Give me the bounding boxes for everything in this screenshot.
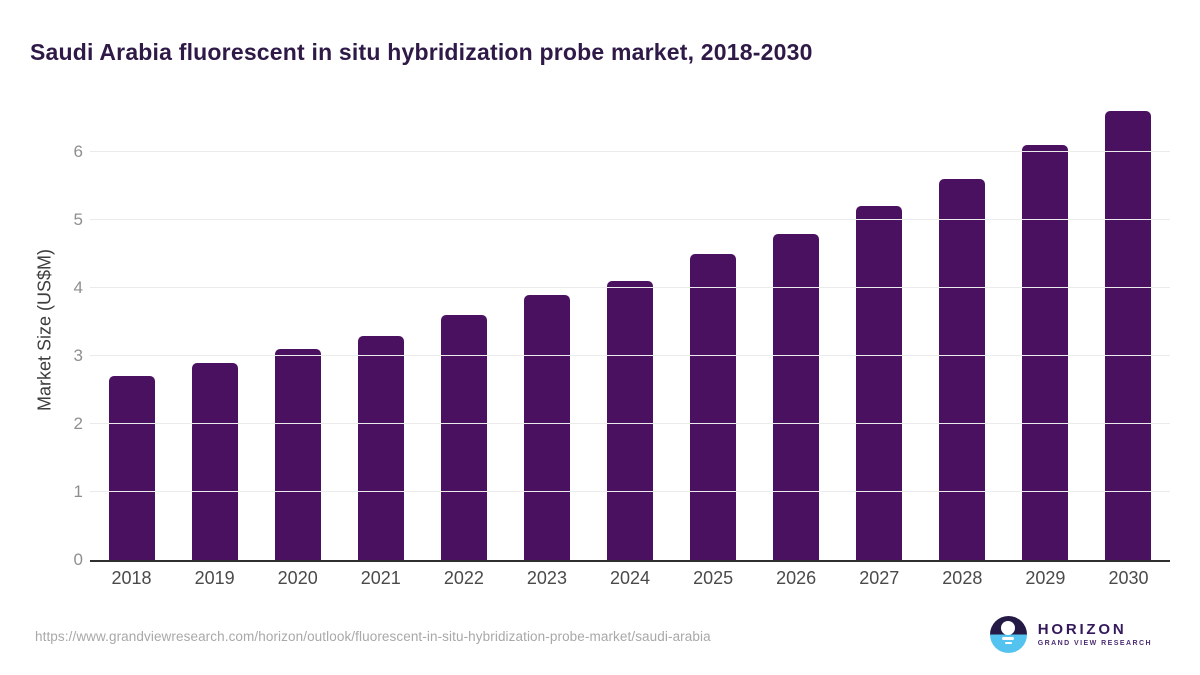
y-tick-label: 4 [73,278,83,297]
bar-2021 [357,335,404,560]
gridline [90,219,1170,220]
x-tick-label-2021: 2021 [360,568,401,588]
sun-circle-icon [1001,621,1016,635]
source-url: https://www.grandviewresearch.com/horizo… [35,629,711,644]
x-tick-label-2025: 2025 [693,568,734,588]
x-tick-label-2026: 2026 [776,568,817,588]
y-tick-label: 6 [73,142,83,161]
x-tick-label-2020: 2020 [277,568,318,588]
bar-slot-2020 [256,104,339,560]
bar-slot-2021 [339,104,422,560]
x-tick-label-2024: 2024 [609,568,651,588]
bar-2018 [108,376,155,560]
bar-slot-2030 [1087,104,1170,560]
bar-slot-2025 [672,104,755,560]
x-tick-label-2030: 2030 [1108,568,1149,588]
bar-slot-2018 [90,104,173,560]
bar-slot-2029 [1004,104,1087,560]
gridline [90,355,1170,356]
bar-slot-2027 [838,104,921,560]
reflection-line-icon [1004,641,1012,644]
bar-2030 [1105,111,1152,560]
x-tick-label-2022: 2022 [443,568,484,588]
bar-2023 [523,294,570,560]
y-tick-label: 3 [73,346,83,365]
bar-2024 [607,281,653,560]
bar-slot-2019 [173,104,256,560]
bar-slot-2026 [755,104,838,560]
bar-2026 [773,233,820,560]
bar-2029 [1022,145,1069,560]
horizon-logo-text: HORIZON GRAND VIEW RESEARCH [1037,620,1152,648]
y-tick-label: 2 [73,414,83,433]
logo-name: HORIZON [1037,620,1127,638]
y-axis-ticks: 0 1 2 3 4 5 6 [0,104,83,569]
gridline [90,491,1170,492]
bar-2020 [274,349,321,560]
page-title: Saudi Arabia fluorescent in situ hybridi… [30,39,813,66]
reflection-line-icon [1002,637,1015,640]
bar-slot-2022 [422,104,505,560]
bar-2025 [690,254,737,560]
bar-2027 [856,206,903,560]
x-tick-label-2023: 2023 [526,568,567,588]
x-tick-label-2018: 2018 [111,568,152,588]
bar-2022 [440,315,487,560]
logo-tagline: GRAND VIEW RESEARCH [1037,640,1152,648]
x-tick-label-2027: 2027 [859,568,900,588]
horizon-logo-icon [989,616,1027,653]
bar-slot-2028 [921,104,1004,560]
bar-slot-2023 [505,104,588,560]
gridline [90,151,1170,152]
horizon-logo: HORIZON GRAND VIEW RESEARCH [989,616,1152,653]
bar-slot-2024 [588,104,671,560]
x-axis-ticks: 2018 2019 2020 2021 2022 2023 2024 2025 2026 2027… [90,568,1170,589]
bar-2019 [191,362,238,560]
y-tick-label: 5 [73,210,83,229]
y-tick-label: 1 [73,482,83,501]
y-tick-label: 0 [73,550,83,569]
bar-chart-plot-area [90,104,1170,562]
gridline [90,423,1170,424]
x-tick-label-2028: 2028 [942,568,983,588]
bar-2028 [939,179,986,560]
x-tick-label-2029: 2029 [1025,568,1066,588]
gridline [90,287,1170,288]
x-tick-label-2019: 2019 [194,568,235,588]
